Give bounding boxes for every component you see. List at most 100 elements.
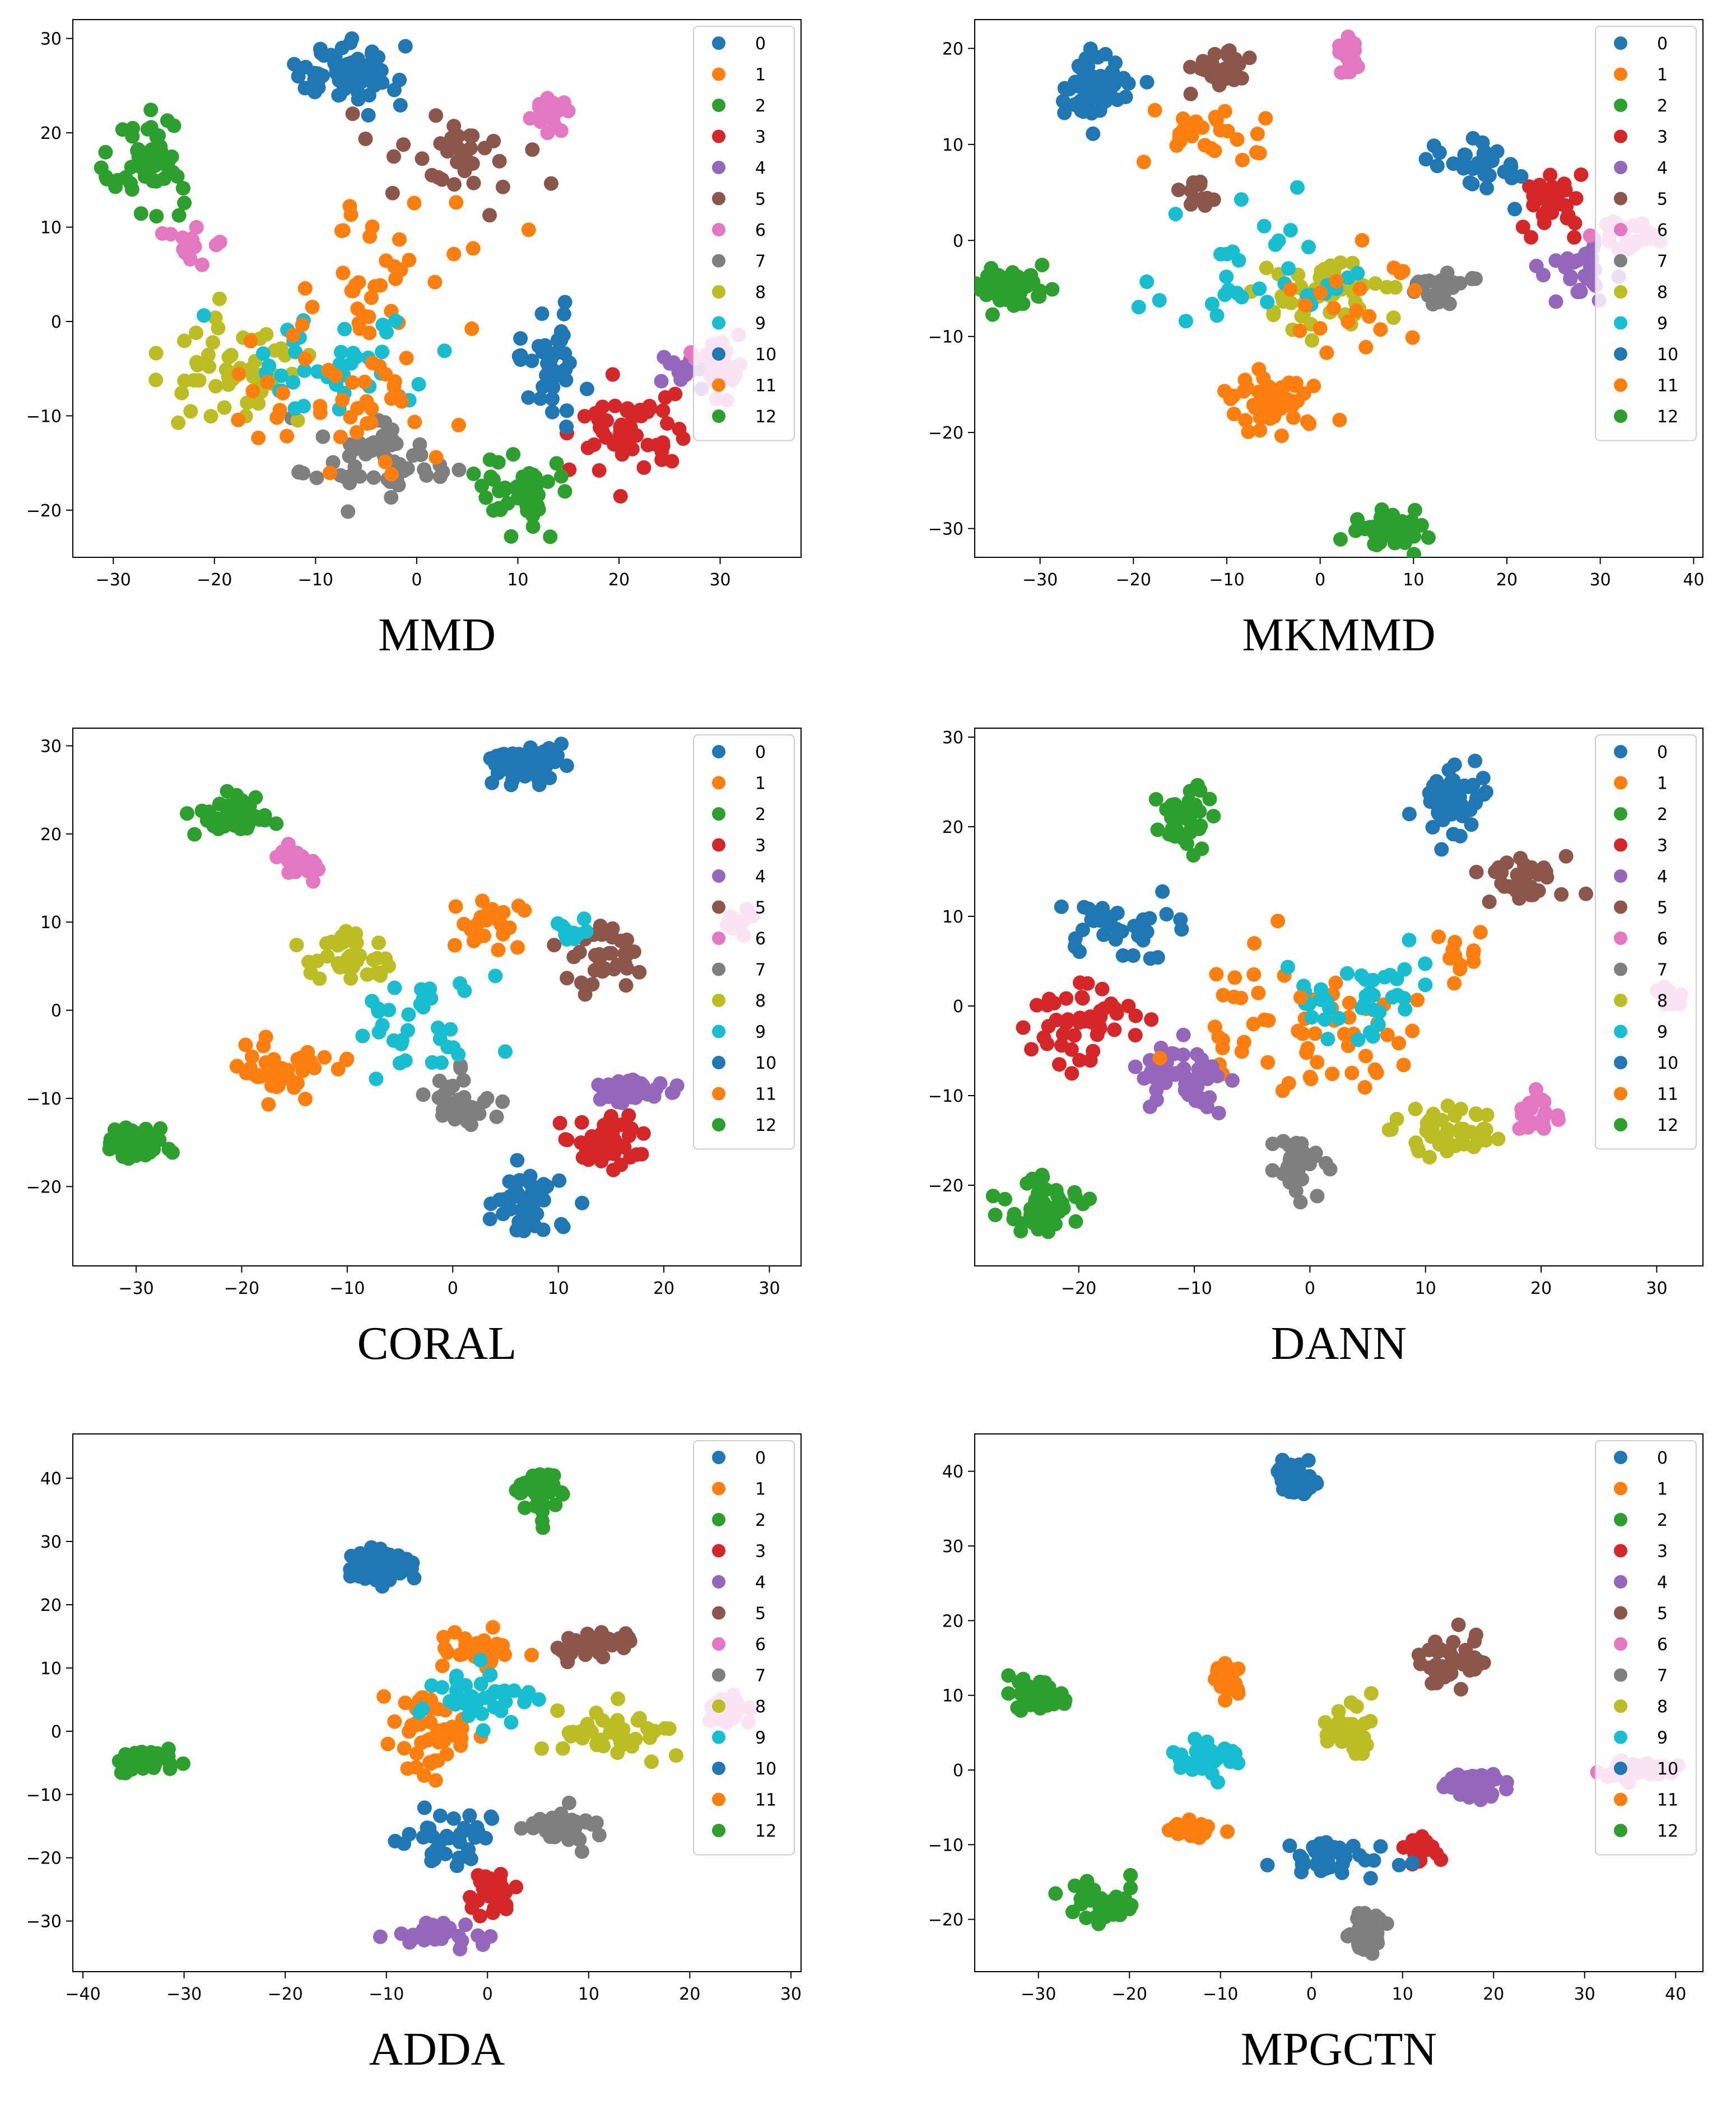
point-class-7 bbox=[592, 1828, 607, 1843]
point-class-0 bbox=[554, 737, 569, 752]
point-class-9 bbox=[375, 344, 390, 360]
point-class-5 bbox=[466, 175, 481, 190]
point-class-7 bbox=[1323, 1162, 1338, 1177]
legend-marker-10 bbox=[712, 1762, 725, 1775]
point-class-12 bbox=[504, 529, 519, 544]
point-class-2 bbox=[166, 118, 181, 133]
point-class-0 bbox=[432, 1808, 448, 1823]
legend-marker-5 bbox=[1614, 1606, 1627, 1620]
point-class-11 bbox=[1217, 384, 1232, 399]
point-class-7 bbox=[391, 478, 406, 492]
point-class-3 bbox=[463, 1890, 478, 1905]
point-class-1 bbox=[448, 899, 463, 914]
point-class-1 bbox=[388, 271, 403, 286]
legend-marker-3 bbox=[1614, 1544, 1627, 1558]
point-class-10 bbox=[513, 352, 528, 367]
point-class-3 bbox=[1024, 1042, 1039, 1057]
point-class-3 bbox=[634, 1147, 649, 1162]
point-class-11 bbox=[1256, 371, 1271, 386]
legend-label-0: 0 bbox=[1657, 34, 1668, 54]
point-class-0 bbox=[361, 108, 376, 123]
point-class-11 bbox=[384, 467, 399, 482]
point-class-5 bbox=[1242, 50, 1257, 66]
point-class-2 bbox=[1148, 792, 1163, 807]
point-class-5 bbox=[446, 177, 462, 192]
point-class-11 bbox=[1313, 321, 1328, 336]
point-class-1 bbox=[280, 1063, 295, 1078]
point-class-3 bbox=[1093, 1009, 1108, 1024]
legend-marker-1 bbox=[1614, 1482, 1627, 1496]
point-class-12 bbox=[1048, 1886, 1063, 1901]
point-class-9 bbox=[487, 1699, 502, 1715]
point-class-10 bbox=[534, 306, 550, 321]
point-class-9 bbox=[375, 1018, 390, 1033]
legend-label-9: 9 bbox=[1657, 1729, 1668, 1748]
point-class-3 bbox=[473, 1908, 488, 1923]
point-class-11 bbox=[1236, 384, 1251, 399]
point-class-3 bbox=[629, 428, 644, 443]
point-class-2 bbox=[985, 307, 1000, 322]
point-class-11 bbox=[387, 374, 402, 389]
point-class-10 bbox=[521, 390, 536, 405]
point-class-8 bbox=[171, 415, 186, 430]
point-class-4 bbox=[1478, 1774, 1493, 1790]
point-class-7 bbox=[406, 448, 421, 463]
point-class-11 bbox=[322, 465, 337, 481]
point-class-3 bbox=[660, 416, 675, 431]
legend-label-9: 9 bbox=[755, 314, 766, 334]
point-class-0 bbox=[393, 97, 408, 113]
point-class-9 bbox=[337, 322, 352, 337]
legend-marker-5 bbox=[712, 192, 725, 206]
panel-coral: −30 −20 −10 0 10 20 30 −20 −10 0 10 20 30 0 1 2 3 4 5 6 7 8 9 1… bbox=[22, 709, 818, 1403]
point-class-8 bbox=[1368, 276, 1383, 291]
point-class-1 bbox=[423, 1715, 438, 1730]
point-class-11 bbox=[269, 410, 285, 425]
point-class-3 bbox=[580, 440, 595, 455]
point-class-4 bbox=[678, 367, 694, 383]
point-class-5 bbox=[463, 128, 478, 143]
point-class-0 bbox=[457, 1820, 472, 1836]
legend-marker-10 bbox=[712, 347, 725, 361]
point-class-7 bbox=[435, 1108, 450, 1123]
point-class-0 bbox=[387, 82, 402, 97]
point-class-10 bbox=[1131, 928, 1146, 943]
point-class-9 bbox=[1365, 1029, 1380, 1044]
panel-caption: MKMMD bbox=[1242, 609, 1436, 661]
point-class-3 bbox=[494, 1879, 509, 1894]
point-class-3 bbox=[1128, 1028, 1143, 1043]
legend-label-8: 8 bbox=[755, 283, 766, 302]
point-class-10 bbox=[1366, 1853, 1381, 1868]
legend-marker-6 bbox=[712, 223, 725, 236]
point-class-12 bbox=[557, 484, 573, 499]
legend-label-1: 1 bbox=[1657, 774, 1668, 794]
point-class-9 bbox=[448, 1697, 463, 1712]
point-class-9 bbox=[412, 1705, 427, 1720]
point-class-7 bbox=[419, 468, 434, 483]
scatter-plot-adda: −40 −30 −20 −10 0 10 20 30−30−20−10010203040012… bbox=[26, 1433, 802, 2004]
point-class-3 bbox=[1537, 215, 1552, 230]
point-class-8 bbox=[371, 935, 386, 951]
legend-label-10: 10 bbox=[755, 345, 776, 365]
point-class-0 bbox=[504, 777, 519, 793]
point-class-12 bbox=[493, 502, 508, 518]
point-class-8 bbox=[632, 1711, 647, 1726]
point-class-1 bbox=[489, 1636, 504, 1651]
legend-label-2: 2 bbox=[755, 805, 766, 825]
legend-label-8: 8 bbox=[1657, 991, 1668, 1011]
point-class-9 bbox=[1234, 192, 1249, 207]
point-class-4 bbox=[416, 1922, 431, 1937]
point-class-11 bbox=[1226, 989, 1241, 1004]
point-class-8 bbox=[240, 395, 255, 410]
point-class-5 bbox=[1491, 860, 1506, 875]
y-tick-label: 10 bbox=[942, 1687, 964, 1706]
point-class-0 bbox=[329, 63, 344, 78]
legend-marker-3 bbox=[1614, 838, 1627, 852]
legend-label-3: 3 bbox=[1657, 128, 1668, 147]
point-class-8 bbox=[208, 379, 223, 394]
point-class-11 bbox=[297, 351, 313, 366]
point-class-5 bbox=[1454, 1682, 1468, 1697]
point-class-6 bbox=[1525, 1096, 1540, 1111]
legend-label-11: 11 bbox=[1657, 376, 1678, 396]
point-class-8 bbox=[1363, 1713, 1378, 1729]
